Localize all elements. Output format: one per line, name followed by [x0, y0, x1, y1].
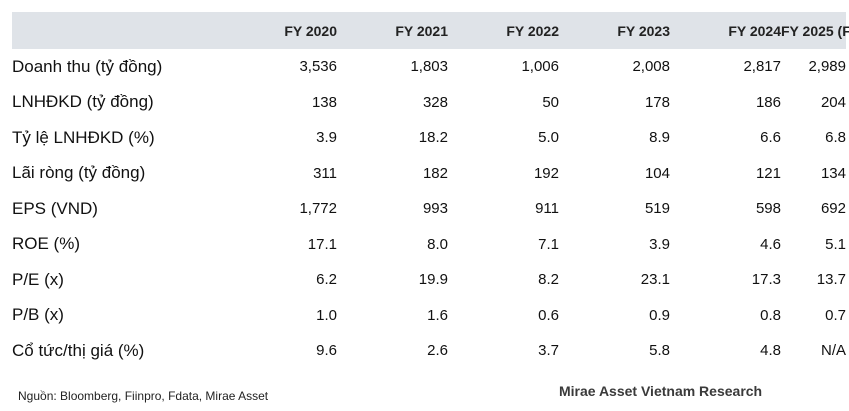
financial-summary-table: FY 2020 FY 2021 FY 2022 FY 2023 FY 2024 …	[12, 12, 849, 369]
table-row: ROE (%) 17.1 8.0 7.1 3.9 4.6 5.1	[12, 227, 846, 263]
table-cell: 692	[820, 200, 846, 218]
table-row: P/B (x) 1.0 1.6 0.6 0.9 0.8 0.7	[12, 298, 846, 334]
table-cell: 50	[542, 93, 559, 111]
column-header: FY 2025 (F)	[781, 22, 849, 39]
table-cell: 134	[820, 164, 846, 182]
table-cell: 17.1	[307, 235, 337, 253]
column-header: FY 2020	[284, 22, 337, 39]
table-cell: 2.6	[427, 342, 448, 360]
table-cell: 328	[422, 93, 448, 111]
research-brand: Mirae Asset Vietnam Research	[559, 383, 763, 399]
table-cell: 186	[755, 93, 781, 111]
table-cell: 138	[311, 93, 337, 111]
table-cell: 6.8	[825, 129, 846, 147]
table-cell: 182	[422, 164, 448, 182]
row-label: P/E (x)	[12, 269, 64, 289]
table-cell: 6.2	[316, 271, 337, 289]
table-cell: 204	[820, 93, 846, 111]
table-cell: 2,989	[808, 58, 846, 76]
table-cell: 4.8	[760, 342, 781, 360]
table-cell: 8.2	[538, 271, 559, 289]
table-cell: 104	[644, 164, 670, 182]
table-cell: 192	[533, 164, 559, 182]
row-label: P/B (x)	[12, 305, 64, 325]
table-cell: 13.7	[816, 271, 846, 289]
table-cell: 121	[755, 164, 781, 182]
table-cell: 0.7	[825, 306, 846, 324]
table-cell: 8.9	[649, 129, 670, 147]
table-cell: 2,008	[632, 58, 670, 76]
row-label: Cổ tức/thị giá (%)	[12, 340, 145, 360]
table-cell: 3.9	[649, 235, 670, 253]
table-cell: 1,006	[521, 58, 559, 76]
table-cell: 4.6	[760, 235, 781, 253]
table-cell: 311	[313, 164, 337, 182]
table-cell: 598	[755, 200, 781, 218]
table-cell: 3,536	[299, 58, 337, 76]
table-cell: 18.2	[418, 129, 448, 147]
table-row: Tỷ lệ LNHĐKD (%) 3.9 18.2 5.0 8.9 6.6 6.…	[12, 120, 846, 156]
table-cell: 19.9	[418, 271, 448, 289]
table-cell: 0.9	[649, 306, 670, 324]
column-header: FY 2022	[506, 22, 559, 39]
table-cell: 2,817	[743, 58, 781, 76]
row-label: EPS (VND)	[12, 198, 98, 218]
table-cell: 0.8	[760, 306, 781, 324]
row-label: Doanh thu (tỷ đồng)	[12, 56, 163, 76]
table-cell: 9.6	[316, 342, 337, 360]
row-label: ROE (%)	[12, 234, 80, 254]
table-cell: 1.0	[316, 306, 337, 324]
row-label: LNHĐKD (tỷ đồng)	[12, 92, 154, 112]
table-cell: 178	[644, 93, 670, 111]
table-cell: 8.0	[427, 235, 448, 253]
table-cell: 6.6	[760, 129, 781, 147]
table-cell: 23.1	[640, 271, 670, 289]
table-cell: 3.9	[316, 129, 337, 147]
table-cell: 17.3	[751, 271, 781, 289]
table-cell: 1,803	[410, 58, 448, 76]
table-cell: 1,772	[299, 200, 337, 218]
column-header: FY 2021	[395, 22, 448, 39]
table-cell: 5.1	[825, 235, 846, 253]
column-header: FY 2024	[728, 22, 781, 39]
row-label: Tỷ lệ LNHĐKD (%)	[12, 127, 155, 147]
table-cell: 1.6	[427, 306, 448, 324]
table-cell: 5.8	[649, 342, 670, 360]
table-cell: 7.1	[538, 235, 559, 253]
row-label: Lãi ròng (tỷ đồng)	[12, 163, 146, 183]
table-row: LNHĐKD (tỷ đồng) 138 328 50 178 186 204	[12, 85, 846, 121]
table-header-row: FY 2020 FY 2021 FY 2022 FY 2023 FY 2024 …	[12, 12, 849, 49]
table-cell: 3.7	[538, 342, 559, 360]
table-row: Cổ tức/thị giá (%) 9.6 2.6 3.7 5.8 4.8 N…	[12, 333, 846, 369]
table-row: EPS (VND) 1,772 993 911 519 598 692	[12, 191, 846, 227]
table-row: Lãi ròng (tỷ đồng) 311 182 192 104 121 1…	[12, 156, 846, 192]
table-row: P/E (x) 6.2 19.9 8.2 23.1 17.3 13.7	[12, 262, 846, 298]
table-cell: 519	[644, 200, 670, 218]
table-cell: 0.6	[538, 306, 559, 324]
table-cell: 993	[422, 200, 448, 218]
table-cell: N/A	[820, 342, 846, 360]
column-header: FY 2023	[617, 22, 670, 39]
source-note: Nguồn: Bloomberg, Fiinpro, Fdata, Mirae …	[18, 389, 269, 403]
table-cell: 5.0	[538, 129, 559, 147]
table-row: Doanh thu (tỷ đồng) 3,536 1,803 1,006 2,…	[12, 49, 846, 85]
table-cell: 911	[535, 200, 559, 218]
